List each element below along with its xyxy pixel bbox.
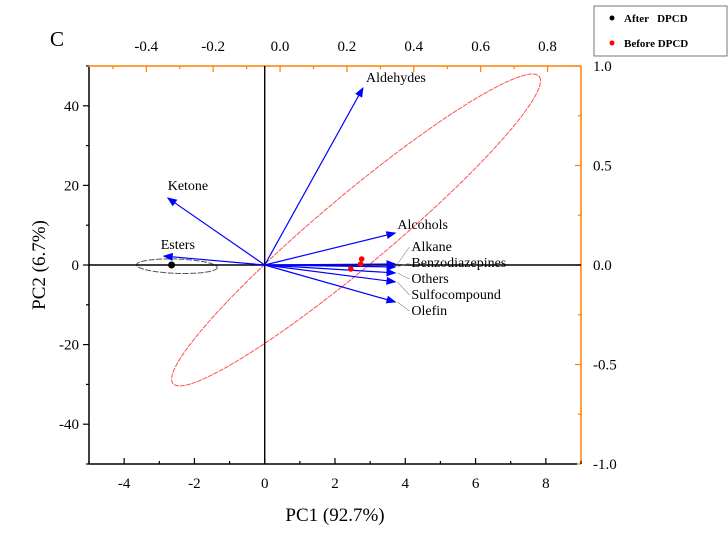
bottom-axis-tick-label: 8 [542, 476, 550, 492]
left-axis-tick-label: 0 [72, 258, 80, 274]
top-axis-tick-label: 0.4 [404, 39, 423, 55]
legend-label-before: Before DPCD [624, 38, 688, 50]
axes: -0.4 -0.2 0.0 0.2 0.4 0.6 0.8 1.0 0.5 0.0 -0.5 -1.0… [59, 39, 617, 492]
loading-label-aldehydes: Aldehydes [366, 71, 426, 86]
legend-label-after: After DPCD [624, 13, 688, 25]
after-dpcd-point [168, 261, 176, 269]
bottom-axis-tick-label: 2 [331, 476, 339, 492]
y-axis-title: PC2 (6.7%) [29, 220, 50, 310]
loading-label-ketone: Ketone [168, 179, 208, 194]
loading-arrow-benzodiazepines [264, 262, 397, 271]
loading-vectors: Aldehydes Ketone Esters Alcohols AlkaneBenzo… [161, 71, 507, 319]
confidence-ellipses [135, 73, 542, 387]
loading-label-sulfocompound: Sulfocompound [411, 288, 500, 303]
loading-leader-olefin [397, 301, 410, 312]
before-dpcd-point [358, 256, 365, 262]
loading-leader-others [397, 272, 410, 280]
right-axis-tick-label: 0.0 [593, 258, 612, 274]
loading-label-alkane: Alkane [411, 240, 451, 255]
before-dpcd-point [357, 261, 364, 267]
top-axis-tick-label: -0.4 [134, 39, 158, 55]
top-axis-tick-label: 0.0 [271, 39, 290, 55]
loading-label-esters: Esters [161, 238, 195, 253]
bottom-axis-tick-label: -2 [188, 476, 201, 492]
x-axis-title: PC1 (92.7%) [285, 505, 384, 526]
top-axis-tick-label: 0.6 [471, 39, 490, 55]
top-axis-tick-label: 0.8 [538, 39, 557, 55]
loading-arrow-aldehydes [264, 87, 364, 266]
before-dpcd-point [348, 266, 354, 272]
bottom-axis-tick-label: 6 [472, 476, 480, 492]
legend: After DPCD Before DPCD [593, 5, 728, 57]
loading-arrow-alcohols [264, 231, 397, 266]
loading-label-benzodiazepines: Benzodiazepines [411, 256, 506, 271]
panel-label: C [50, 27, 64, 51]
loading-arrow-esters [162, 252, 265, 266]
loading-label-olefin: Olefin [411, 304, 447, 319]
loading-label-alcohols: Alcohols [397, 218, 448, 233]
bottom-axis-tick-label: 0 [261, 476, 269, 492]
right-axis-tick-label: -0.5 [593, 358, 617, 374]
left-axis-tick-label: 40 [64, 99, 79, 115]
legend-box [593, 5, 728, 57]
right-axis-tick-label: 1.0 [593, 59, 612, 75]
legend-marker-after [609, 15, 615, 21]
left-axis-tick-label: 20 [64, 178, 79, 194]
loading-arrow-sulfocompound [264, 264, 397, 285]
loading-arrow-others [264, 264, 397, 277]
loading-leader-sulfocompound [397, 281, 410, 296]
top-axis-tick-label: -0.2 [201, 39, 225, 55]
score-points [168, 256, 365, 272]
right-axis-tick-label: -1.0 [593, 457, 617, 473]
loading-arrow-ketone [166, 197, 266, 266]
bottom-axis-tick-label: 4 [402, 476, 410, 492]
loading-leader-alkane [397, 246, 410, 265]
loading-leader-benzodiazepines [397, 262, 410, 268]
left-axis-tick-label: -40 [59, 417, 79, 433]
before-dpcd-ellipse [171, 73, 542, 387]
bottom-axis-tick-label: -4 [118, 476, 131, 492]
right-axis-tick-label: 0.5 [593, 159, 612, 175]
loading-arrow-olefin [264, 264, 397, 304]
left-axis-tick-label: -20 [59, 338, 79, 354]
legend-marker-before [609, 40, 615, 46]
loading-label-others: Others [411, 272, 448, 287]
top-axis-tick-label: 0.2 [338, 39, 357, 55]
